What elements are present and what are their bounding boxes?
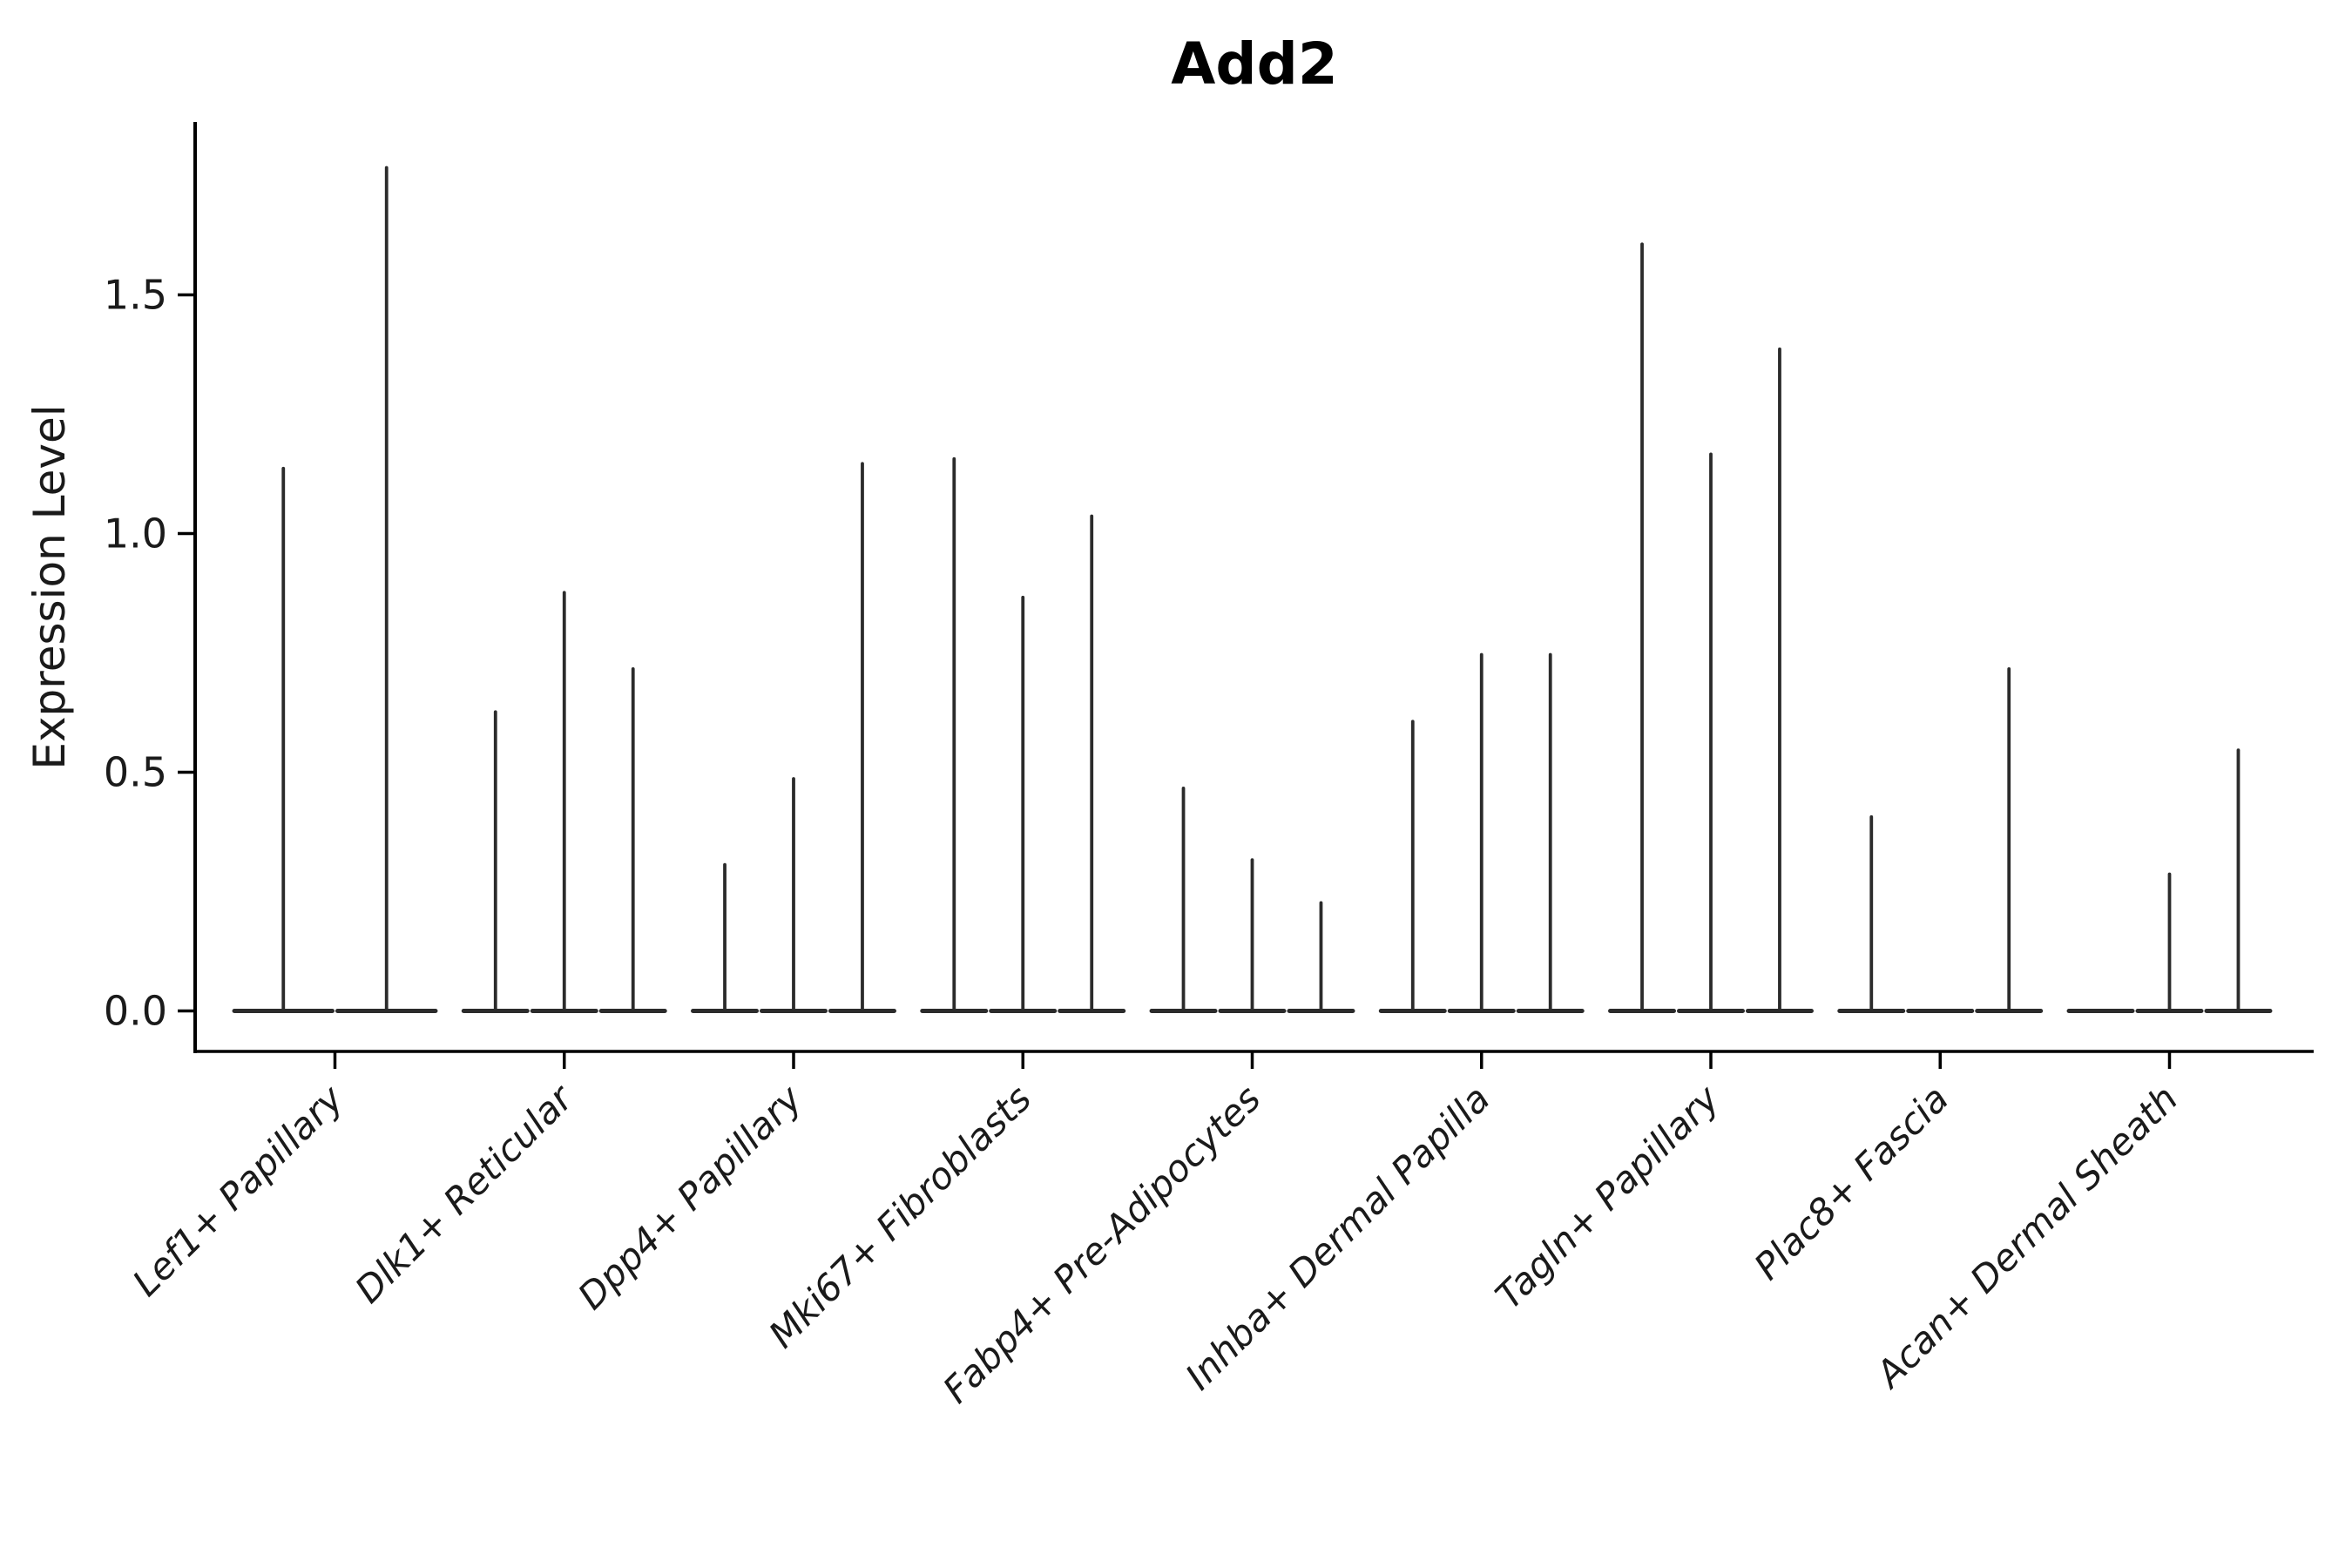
x-tick-label: Mki67+ Fibroblasts [760,1077,1039,1355]
x-tick-label: Tagln+ Papillary [1487,1077,1728,1318]
y-tick-label: 0.0 [104,988,167,1035]
chart-title: Add2 [1171,30,1338,98]
x-tick-label: Lef1+ Papillary [125,1077,353,1305]
violin-group [920,456,1126,1013]
violin-layer [232,166,2273,1013]
y-tick-label: 1.0 [104,510,167,558]
violin-group [1149,787,1355,1013]
y-tick-label: 1.5 [104,272,167,319]
violin-group [691,462,896,1013]
violin-group [461,591,667,1013]
violin-group [232,166,438,1013]
y-tick-label: 0.5 [104,749,167,796]
x-tick-label: Dlk1+ Reticular [347,1075,583,1311]
x-tick-label: Plac8+ Fascia [1746,1077,1957,1288]
axes-layer: 0.0 0.5 1.0 1.5 [104,122,2314,1069]
x-tick-label: Dpp4+ Papillary [570,1077,811,1318]
violin-group [1837,667,2044,1013]
y-axis-label: Expression Level [24,404,75,769]
violin-group [1378,652,1585,1013]
violin-group [2066,748,2273,1013]
violin-group [1608,242,1814,1013]
